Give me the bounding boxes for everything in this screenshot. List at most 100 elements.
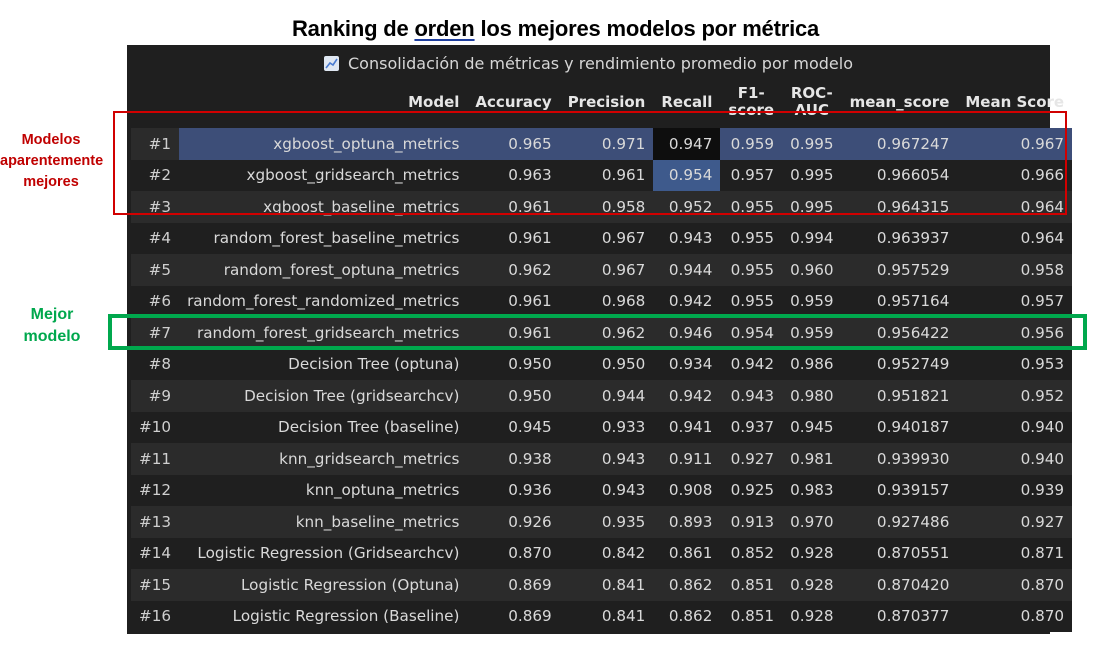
cell-mean-score-raw: 0.952749 [841,348,958,380]
cell-rank: #2 [131,159,180,191]
cell-mean-score-raw: 0.963937 [841,222,958,254]
table-row[interactable]: #14 Logistic Regression (Gridsearchcv) 0.8… [131,537,1073,569]
header-mean-score-raw[interactable]: mean_score [849,92,950,111]
cell-precision: 0.961 [559,159,654,191]
page-title: Ranking de orden los mejores modelos por… [0,16,1111,46]
cell-recall: 0.944 [653,254,721,286]
header-mean-score[interactable]: Mean Score [965,92,1065,111]
cell-precision: 0.842 [559,537,654,569]
cell-recall: 0.943 [653,222,721,254]
cell-accuracy: 0.961 [467,317,560,349]
cell-mean-score: 0.958 [957,254,1073,286]
table-row[interactable]: #9 Decision Tree (gridsearchcv) 0.950 0.944… [131,380,1073,412]
cell-roc-auc: 0.945 [782,411,842,443]
cell-f1: 0.942 [720,348,783,380]
header-model[interactable]: Model [408,92,460,111]
cell-model: Logistic Regression (Baseline) [179,600,468,632]
cell-rank: #10 [131,411,180,443]
cell-model: random_forest_randomized_metrics [179,285,468,317]
annotation-apparent-best: Modelos aparentemente mejores [0,130,103,193]
cell-model: xgboost_optuna_metrics [179,128,468,160]
table-caption: Consolidación de métricas y rendimiento … [127,45,1050,81]
annotation-line: Modelos [21,132,81,148]
header-line: F1- [737,84,765,102]
cell-model: knn_baseline_metrics [179,506,468,538]
cell-precision: 0.958 [559,191,654,223]
cell-recall: 0.942 [653,380,721,412]
table-row[interactable]: #13 knn_baseline_metrics 0.926 0.935 0.893 0.… [131,506,1073,538]
table-row[interactable]: #7 random_forest_gridsearch_metrics 0.961 0… [131,317,1073,349]
header-accuracy[interactable]: Accuracy [475,92,552,111]
cell-precision: 0.971 [559,128,654,160]
table-row[interactable]: #15 Logistic Regression (Optuna) 0.869 0.84… [131,569,1073,601]
cell-model: random_forest_optuna_metrics [179,254,468,286]
title-part: Ranking de [291,16,415,41]
table-row[interactable]: #1 xgboost_optuna_metrics 0.965 0.971 0.947 0… [131,128,1073,160]
cell-mean-score: 0.967 [957,128,1073,160]
table-row[interactable]: #8 Decision Tree (optuna) 0.950 0.950 0.934 0… [131,348,1073,380]
cell-roc-auc: 0.959 [782,285,842,317]
cell-mean-score-raw: 0.927486 [841,506,958,538]
cell-roc-auc: 0.960 [782,254,842,286]
cell-f1: 0.927 [720,443,783,475]
caption-text: Consolidación de métricas y rendimiento … [348,53,853,73]
table-row[interactable]: #2 xgboost_gridsearch_metrics 0.963 0.961 0.… [131,159,1073,191]
table-row[interactable]: #12 knn_optuna_metrics 0.936 0.943 0.908 0.92… [131,474,1073,506]
cell-recall: 0.862 [653,600,721,632]
chart-line-icon [324,55,339,71]
table-row[interactable]: #16 Logistic Regression (Baseline) 0.869 0.… [131,600,1073,632]
table-row[interactable]: #6 random_forest_randomized_metrics 0.961 0… [131,285,1073,317]
table-row[interactable]: #5 random_forest_optuna_metrics 0.962 0.967… [131,254,1073,286]
table-header-row: Model Accuracy Precision Recall F1- score… [131,76,1072,128]
table-row[interactable]: #3 xgboost_baseline_metrics 0.961 0.958 0.95… [131,191,1073,223]
cell-rank: #1 [131,128,180,160]
annotation-line: Mejor [30,306,74,323]
cell-precision: 0.967 [559,254,654,286]
cell-f1: 0.943 [720,380,783,412]
cell-f1: 0.955 [720,222,783,254]
cell-precision: 0.962 [559,317,654,349]
header-roc-auc[interactable]: ROC- AUC [782,76,841,128]
cell-accuracy: 0.938 [467,443,560,475]
cell-roc-auc: 0.928 [782,537,842,569]
cell-recall: 0.893 [653,506,721,538]
cell-f1: 0.851 [720,600,783,632]
cell-mean-score: 0.952 [957,380,1073,412]
cell-mean-score: 0.927 [957,506,1073,538]
cell-mean-score: 0.964 [957,222,1073,254]
cell-mean-score: 0.964 [957,191,1073,223]
title-underlined-word: orden [414,16,475,41]
cell-roc-auc: 0.959 [782,317,842,349]
results-panel: Consolidación de métricas y rendimiento … [127,45,1073,634]
cell-precision: 0.943 [559,474,654,506]
cell-accuracy: 0.945 [467,411,560,443]
header-recall[interactable]: Recall [661,92,713,111]
cell-recall: 0.911 [653,443,721,475]
cell-mean-score: 0.940 [957,411,1073,443]
cell-precision: 0.935 [559,506,654,538]
cell-accuracy: 0.870 [467,537,560,569]
cell-mean-score: 0.940 [957,443,1073,475]
header-precision[interactable]: Precision [567,92,646,111]
cell-rank: #5 [131,254,180,286]
cell-precision: 0.841 [559,569,654,601]
cell-rank: #12 [131,474,180,506]
cell-rank: #16 [131,600,180,632]
cell-recall: 0.908 [653,474,721,506]
cell-f1: 0.955 [720,191,783,223]
cell-accuracy: 0.963 [467,159,560,191]
table-row[interactable]: #10 Decision Tree (baseline) 0.945 0.933 0.9… [131,411,1073,443]
cell-model: Logistic Regression (Optuna) [179,569,468,601]
header-line: score [728,101,775,119]
cell-mean-score: 0.939 [957,474,1073,506]
cell-roc-auc: 0.994 [782,222,842,254]
table-row[interactable]: #11 knn_gridsearch_metrics 0.938 0.943 0.911… [131,443,1073,475]
cell-mean-score-raw: 0.870377 [841,600,958,632]
cell-mean-score: 0.957 [957,285,1073,317]
cell-f1: 0.937 [720,411,783,443]
table-row[interactable]: #4 random_forest_baseline_metrics 0.961 0.9… [131,222,1073,254]
cell-f1: 0.925 [720,474,783,506]
cell-rank: #4 [131,222,180,254]
cell-mean-score-raw: 0.870420 [841,569,958,601]
header-f1-score[interactable]: F1- score [720,76,782,128]
